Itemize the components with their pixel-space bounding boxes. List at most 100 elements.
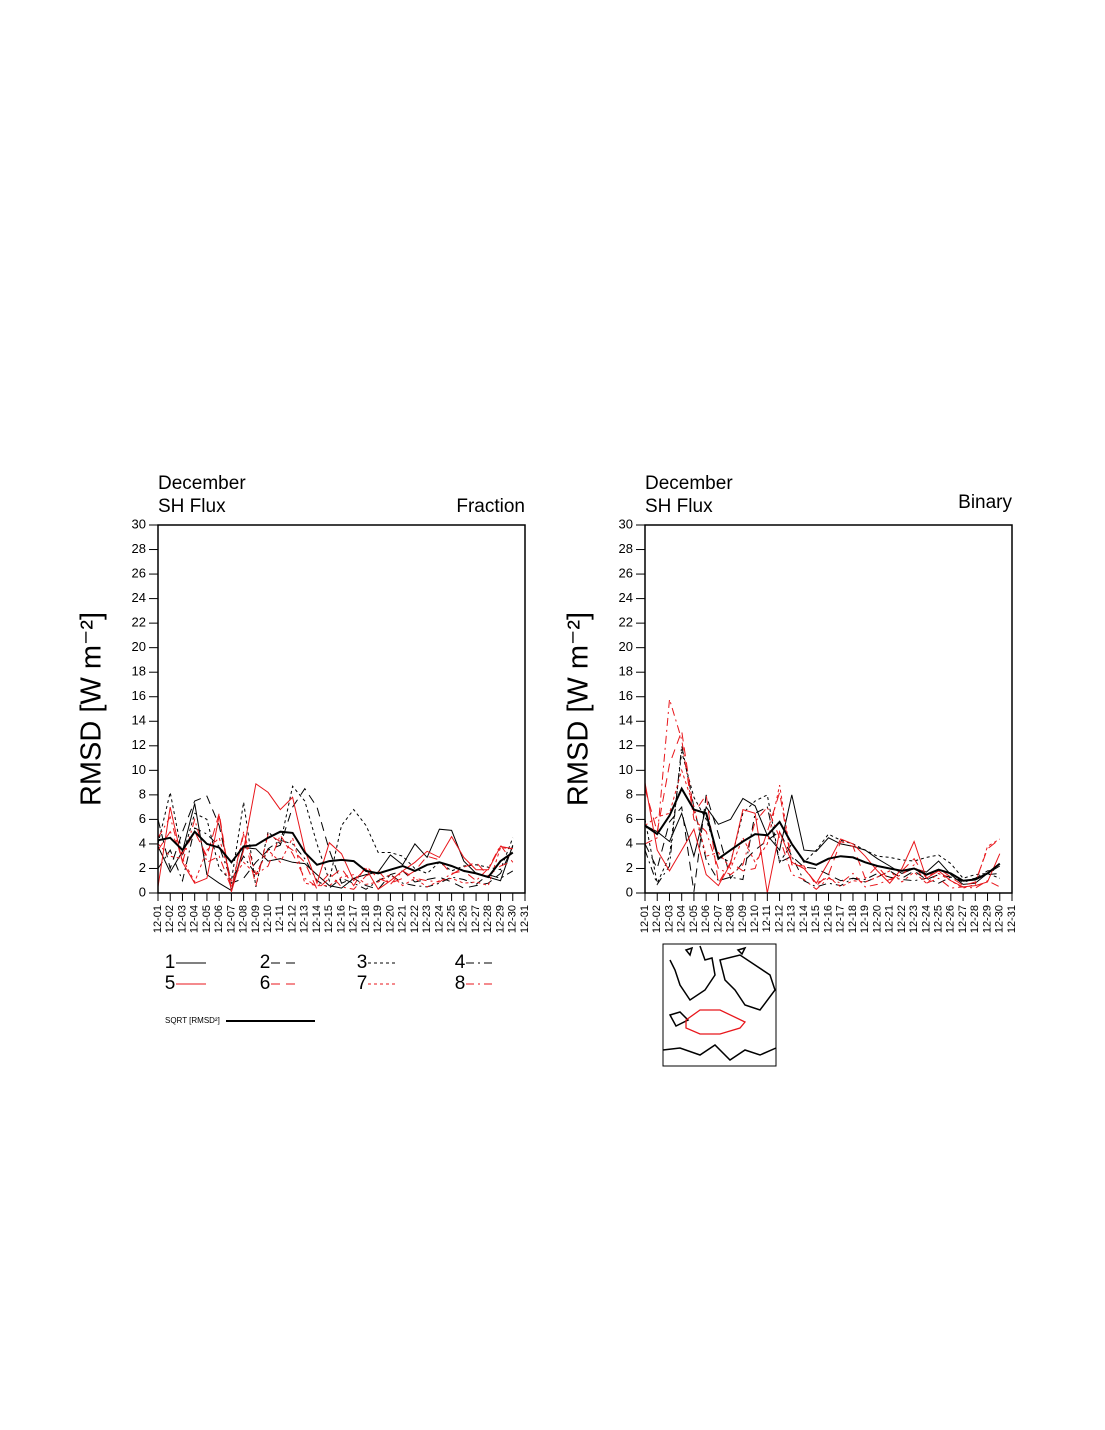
x-tick-label: 12-10 [749, 905, 761, 933]
x-tick-label: 12-29 [494, 905, 506, 933]
x-tick-label: 12-04 [676, 905, 688, 933]
series-line [157, 815, 514, 890]
x-tick-label: 12-20 [384, 905, 396, 933]
chart-right-title: Binary [958, 492, 1012, 513]
y-tick-label: 4 [626, 835, 633, 850]
series-line [644, 699, 1001, 890]
chart-title: December [158, 473, 246, 494]
y-tick-label: 0 [139, 884, 146, 899]
plot-frame [644, 524, 1013, 894]
legend-label: 7 [357, 973, 368, 994]
x-tick-label: 12-11 [274, 905, 286, 932]
x-tick-label: 12-27 [470, 905, 482, 933]
x-tick-label: 12-26 [458, 905, 470, 933]
x-tick-label: 12-29 [981, 905, 993, 933]
series-line [644, 730, 1001, 887]
y-tick-label: 2 [626, 860, 633, 875]
y-tick-label: 26 [132, 566, 146, 581]
x-tick-label: 12-24 [433, 905, 445, 933]
x-tick-label: 12-13 [786, 905, 798, 933]
x-tick-label: 12-07 [712, 905, 724, 933]
y-tick-label: 0 [626, 884, 633, 899]
x-tick-label: 12-13 [299, 905, 311, 933]
x-tick-label: 12-09 [250, 905, 262, 933]
y-tick-label: 14 [619, 713, 633, 728]
x-tick-label: 12-12 [286, 905, 298, 933]
x-tick-label: 12-05 [688, 905, 700, 933]
x-tick-label: 12-28 [482, 905, 494, 933]
x-tick-label: 12-03 [176, 905, 188, 933]
x-tick-label: 12-27 [957, 905, 969, 933]
x-tick-label: 12-07 [225, 905, 237, 933]
x-tick-label: 12-25 [933, 905, 945, 933]
x-tick-label: 12-15 [810, 905, 822, 933]
x-tick-label: 12-15 [323, 905, 335, 933]
y-tick-label: 16 [132, 688, 146, 703]
x-tick-label: 12-03 [663, 905, 675, 933]
y-tick-label: 30 [132, 516, 146, 531]
x-tick-label: 12-22 [896, 905, 908, 933]
y-tick-label: 8 [626, 786, 633, 801]
y-tick-label: 20 [132, 639, 146, 654]
y-tick-label: 28 [132, 541, 146, 556]
chart-right-title: Fraction [456, 496, 525, 517]
x-tick-label: 12-06 [700, 905, 712, 933]
x-tick-label: 12-16 [822, 905, 834, 933]
series-line [644, 751, 1000, 885]
x-tick-label: 12-18 [360, 905, 372, 933]
x-tick-label: 12-02 [651, 905, 663, 933]
y-tick-label: 4 [139, 835, 146, 850]
x-tick-label: 12-23 [908, 905, 920, 933]
y-tick-label: 30 [619, 516, 633, 531]
y-tick-label: 18 [132, 664, 146, 679]
y-tick-label: 18 [619, 664, 633, 679]
legend-label: 3 [357, 952, 368, 973]
y-tick-label: 10 [619, 762, 633, 777]
x-tick-label: 12-01 [639, 905, 651, 933]
x-tick-label: 12-09 [737, 905, 749, 933]
x-tick-label: 12-19 [372, 905, 384, 933]
y-tick-label: 22 [132, 615, 146, 630]
series-line [644, 745, 1000, 888]
series-line [157, 785, 514, 888]
y-tick-label: 12 [619, 737, 633, 752]
x-tick-label: 12-21 [397, 905, 409, 933]
x-tick-label: 12-18 [847, 905, 859, 933]
y-tick-label: 28 [619, 541, 633, 556]
y-tick-label: 22 [619, 615, 633, 630]
series-line [157, 803, 514, 892]
series-line [157, 830, 514, 879]
x-tick-label: 12-11 [761, 905, 773, 932]
x-tick-label: 12-20 [871, 905, 883, 933]
x-tick-label: 12-16 [335, 905, 347, 933]
series-line [157, 836, 513, 888]
x-tick-label: 12-12 [773, 905, 785, 933]
y-tick-label: 20 [619, 639, 633, 654]
chart-subtitle: SH Flux [158, 496, 226, 517]
x-tick-label: 12-14 [311, 905, 323, 933]
y-tick-label: 16 [619, 688, 633, 703]
y-tick-label: 26 [619, 566, 633, 581]
y-axis-label: RMSD [W m⁻²] [563, 612, 595, 806]
y-tick-label: 12 [132, 737, 146, 752]
y-tick-label: 24 [132, 590, 146, 605]
y-tick-label: 10 [132, 762, 146, 777]
x-tick-label: 12-19 [859, 905, 871, 933]
x-tick-label: 12-17 [835, 905, 847, 933]
x-tick-label: 12-06 [213, 905, 225, 933]
x-tick-label: 12-30 [507, 905, 519, 933]
x-tick-label: 12-14 [798, 905, 810, 933]
x-tick-label: 12-31 [1006, 905, 1018, 933]
x-tick-label: 12-26 [945, 905, 957, 933]
y-axis-label: RMSD [W m⁻²] [76, 612, 108, 806]
legend-label: 8 [455, 973, 466, 994]
legend-label: 5 [165, 973, 176, 994]
legend-label: 1 [165, 952, 176, 973]
y-tick-label: 6 [626, 811, 633, 826]
chart-title: December [645, 473, 733, 494]
x-tick-label: 12-01 [152, 905, 164, 933]
y-tick-label: 2 [139, 860, 146, 875]
x-tick-label: 12-31 [519, 905, 531, 933]
x-tick-label: 12-08 [725, 905, 737, 933]
legend-label: 4 [455, 952, 466, 973]
